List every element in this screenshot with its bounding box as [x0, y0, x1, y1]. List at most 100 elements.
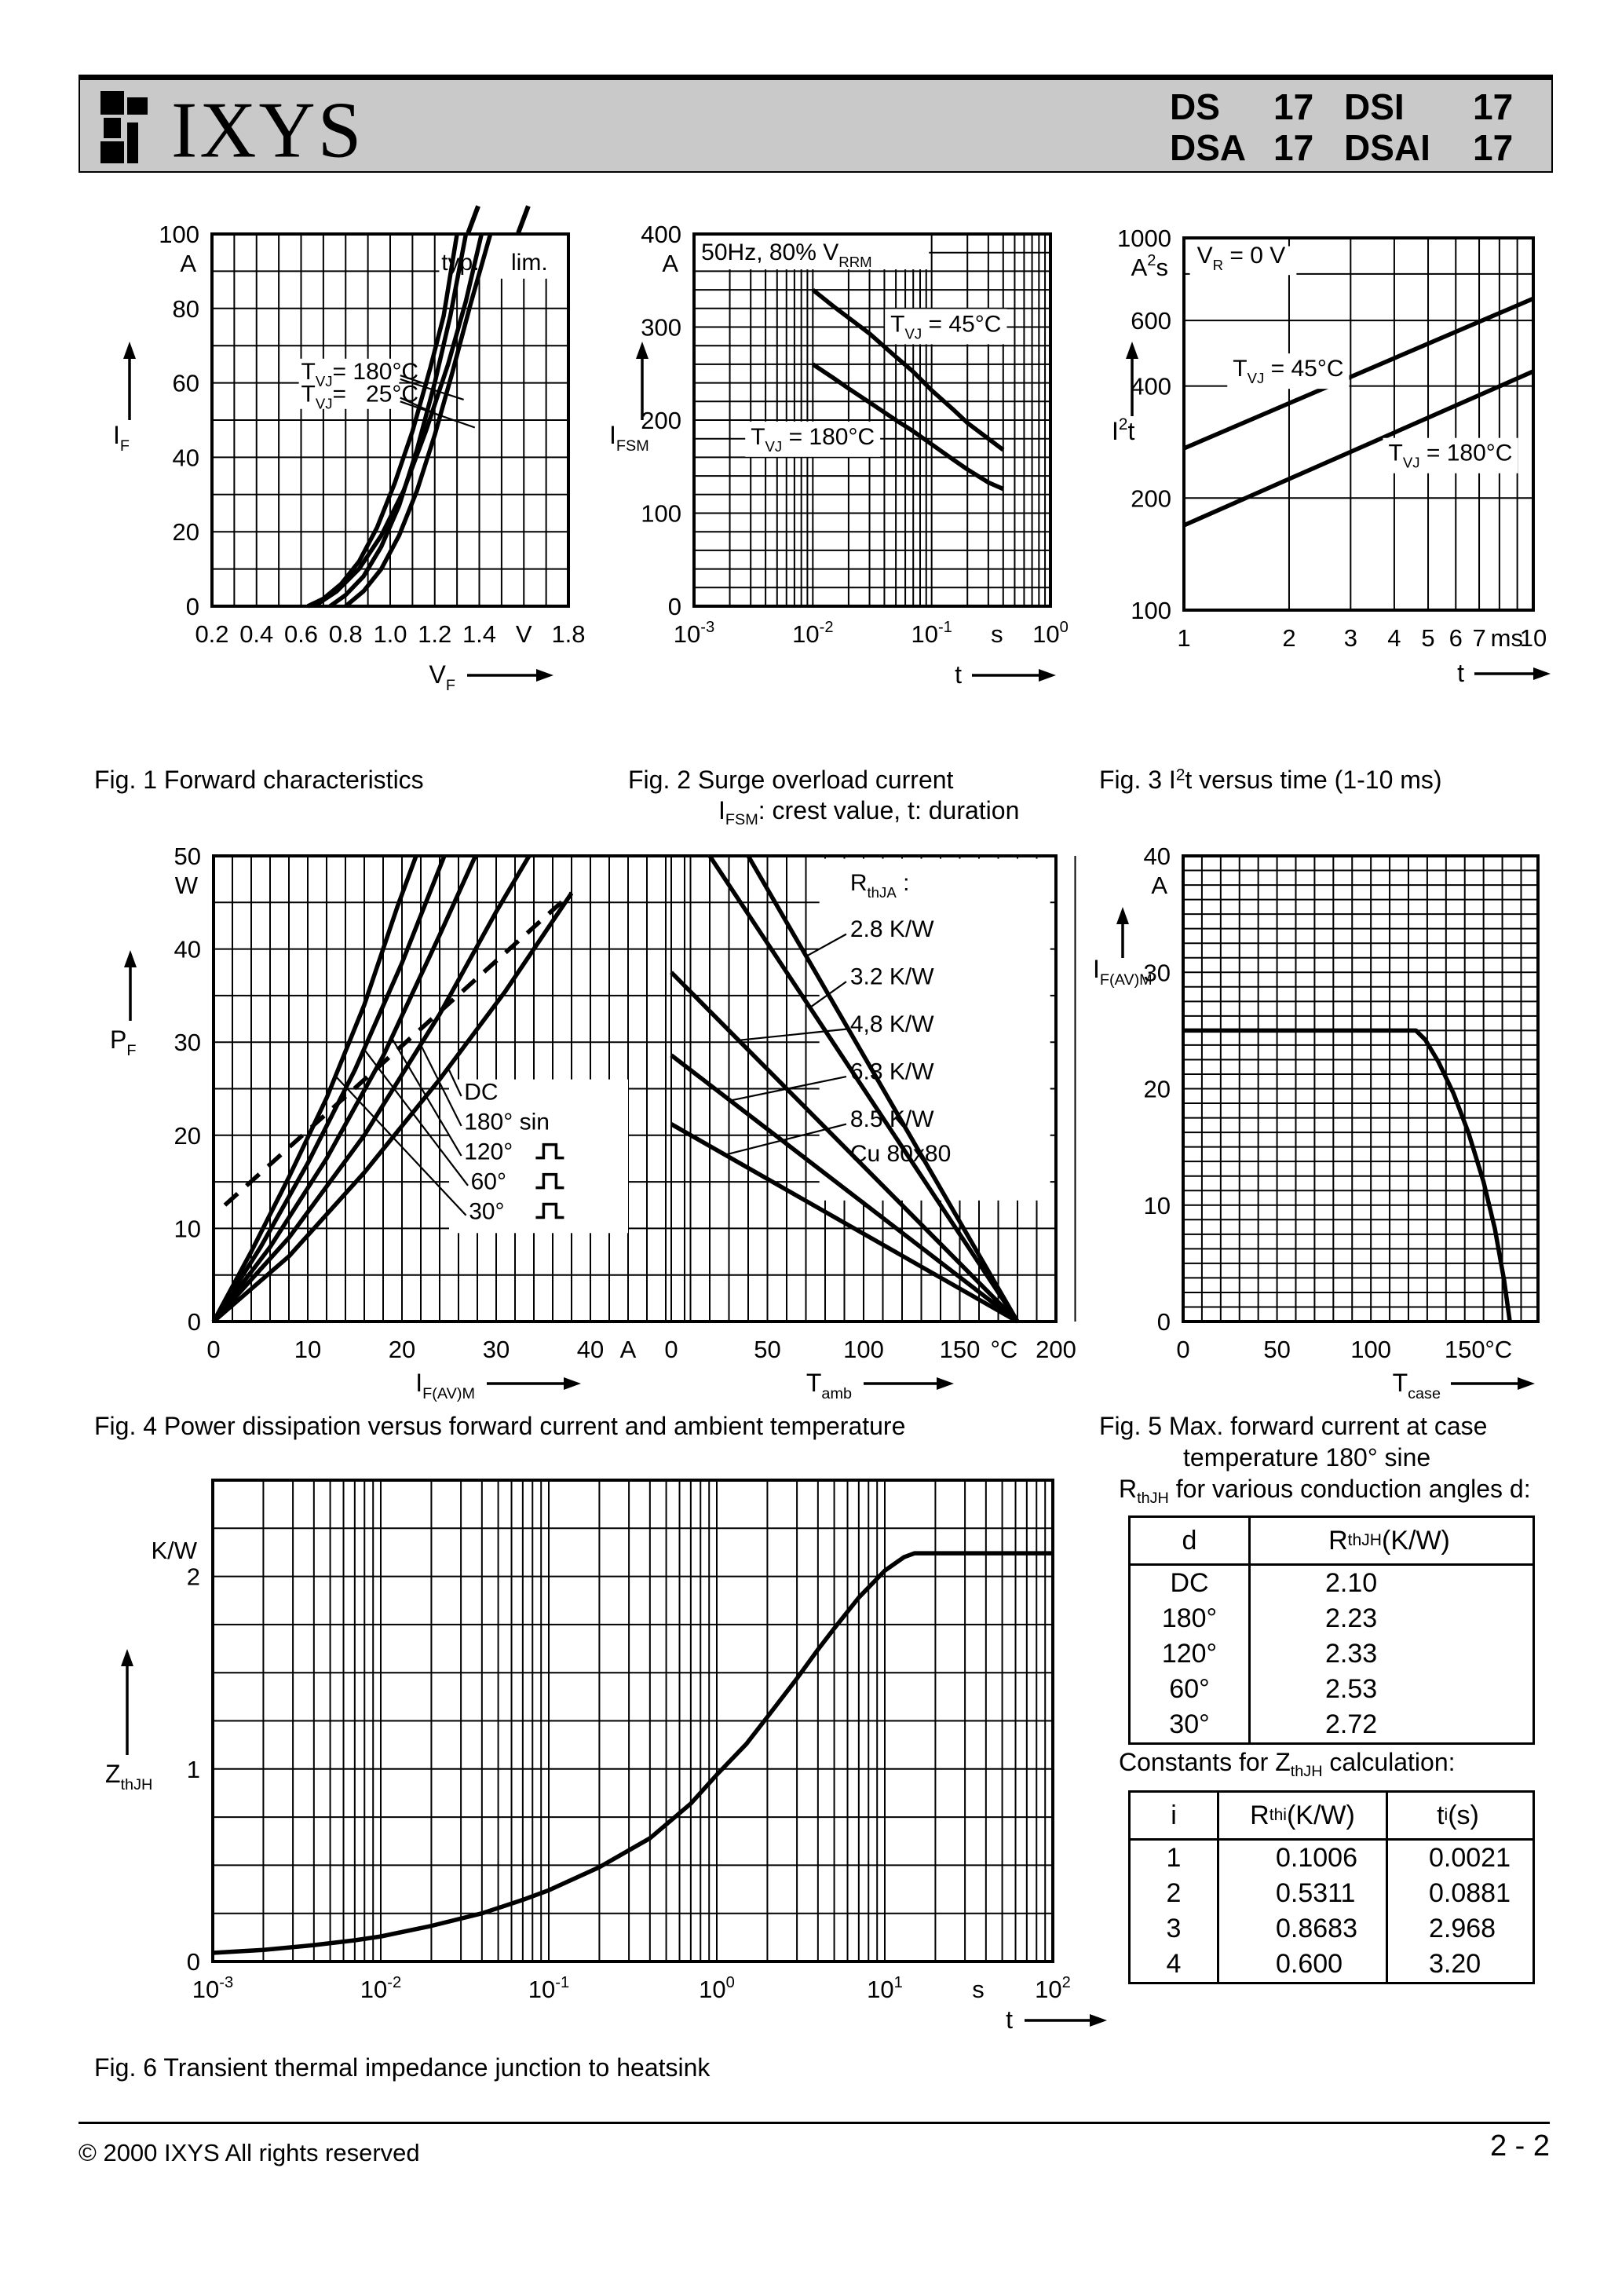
x-axis-arrowhead-icon [564, 1377, 581, 1390]
plot-border [1182, 854, 1540, 1323]
x-axis-label: VF [429, 660, 455, 694]
text-fragment: 0.8683 [1276, 1914, 1357, 1943]
x-axis-label: Tcase [1393, 1369, 1441, 1402]
svg-text:A: A [662, 250, 678, 277]
copyright-text: © 2000 IXYS All rights reserved [79, 2139, 420, 2166]
fig6-transient-impedance-chart: 10-3 10-2 10-1 100 101 s 102 0 1 2K/W ZthJH t [105, 1479, 1107, 2034]
text-fragment: Fig. 4 Power dissipation versus forward … [94, 1412, 906, 1440]
text-fragment: R [1328, 1525, 1348, 1556]
annotation-label: TVJ = 45°C [1233, 356, 1343, 386]
svg-text:10-3: 10-3 [192, 1974, 233, 2003]
svg-text:W: W [175, 872, 199, 899]
text-fragment: thJH [1137, 1489, 1169, 1507]
svg-text:30: 30 [483, 1336, 510, 1363]
leader-line [805, 933, 847, 958]
grid [1182, 855, 1538, 1322]
svg-text:150: 150 [1445, 1336, 1485, 1363]
svg-text:80: 80 [173, 295, 199, 323]
svg-text:20: 20 [389, 1336, 415, 1363]
annotation-label: 8.5 K/W [850, 1106, 934, 1132]
leader-line [809, 981, 847, 1009]
series-tvj-45c [811, 287, 1005, 452]
y-axis-label: PF [110, 1026, 136, 1059]
svg-text:40: 40 [577, 1336, 604, 1363]
text-fragment: R [1119, 1475, 1138, 1503]
svg-text:20: 20 [1144, 1076, 1171, 1103]
text-fragment: 2.10 [1325, 1568, 1378, 1598]
svg-text:s: s [972, 1976, 985, 2003]
leader-line [335, 1076, 467, 1216]
series-typ-180c [306, 233, 459, 609]
table-cell: 3.20 [1386, 1947, 1528, 1982]
table-row: 3 0.8683 2.968 [1131, 1911, 1532, 1947]
part-number: DS [1170, 86, 1220, 127]
legend-background [449, 1079, 628, 1234]
table-cell: 1 [1131, 1841, 1217, 1876]
y-axis-arrowhead-icon [121, 1649, 133, 1666]
series-tvj-180c [811, 362, 1004, 492]
svg-text:0.6: 0.6 [284, 620, 318, 648]
text-fragment: 4 [1166, 1949, 1182, 1979]
table-cell: 2.968 [1386, 1911, 1528, 1947]
leader-line [738, 1028, 847, 1041]
svg-text:s: s [991, 620, 1003, 648]
part-number: DSA [1170, 127, 1247, 168]
annotation-label: TVJ = 45°C [890, 311, 1001, 342]
pulse-waveform-icon [535, 1202, 564, 1219]
table-cell: DC [1131, 1566, 1248, 1601]
svg-text:150: 150 [940, 1336, 981, 1363]
annotation-label-background [1383, 437, 1518, 473]
annotation-label: DC [464, 1080, 498, 1106]
svg-text:20: 20 [174, 1122, 201, 1150]
part-number: 17 [1273, 86, 1314, 127]
plot-border [212, 854, 1058, 1323]
text-fragment: 2 [1166, 1878, 1182, 1908]
text-fragment: R [1250, 1800, 1269, 1830]
annotation-label: 120° [464, 1139, 513, 1165]
leader-line [400, 378, 464, 400]
x-axis-arrowhead-icon [1518, 1377, 1535, 1390]
series-dc [212, 891, 574, 1324]
svg-text:400: 400 [1131, 373, 1171, 400]
annotation-label: TVJ = 180°C [1389, 441, 1513, 471]
svg-text:2: 2 [187, 1563, 200, 1591]
text-fragment: calculation: [1322, 1748, 1456, 1776]
svg-text:600: 600 [1131, 307, 1171, 335]
footer-rule [79, 2122, 1550, 2124]
text-fragment: 120° [1161, 1639, 1218, 1669]
fig2-caption: Fig. 2 Surge overload current [628, 766, 953, 795]
table-cell: 2.53 [1248, 1672, 1528, 1707]
text-fragment: (K/W) [1286, 1800, 1355, 1830]
table-cell: 4 [1131, 1947, 1217, 1982]
svg-text:0: 0 [186, 593, 199, 620]
svg-text:100: 100 [641, 500, 681, 528]
text-fragment: Fig. 1 Forward characteristics [94, 766, 424, 794]
pulse-waveform-icon [535, 1143, 564, 1160]
table-cell: 2.33 [1248, 1636, 1528, 1672]
tick-labels: 0 50 100 150 °C 0 10 20 30 40A [1144, 843, 1513, 1363]
svg-text:1.8: 1.8 [551, 620, 585, 648]
plot-border [210, 232, 570, 608]
text-fragment: 2.53 [1325, 1674, 1378, 1704]
leader-line [466, 205, 480, 234]
svg-text:A2s: A2s [1131, 252, 1168, 281]
text-fragment: 2 [1175, 766, 1185, 784]
table-row: 180° 2.23 [1131, 1601, 1532, 1636]
text-fragment: (s) [1448, 1800, 1479, 1830]
annotation-label: Cu 80x80 [850, 1141, 951, 1167]
svg-text:5: 5 [1421, 624, 1434, 652]
series-sq-30 [211, 855, 418, 1323]
table-row: 120° 2.33 [1131, 1636, 1532, 1672]
zth-table-title: Constants for ZthJH calculation: [1119, 1748, 1456, 1781]
leader-line [725, 1123, 847, 1156]
text-fragment: 3.20 [1429, 1949, 1481, 1979]
series-i2t-45c [1182, 296, 1535, 451]
table-cell: 0.0881 [1386, 1876, 1528, 1911]
text-fragment: : crest value, t: duration [758, 796, 1020, 824]
svg-text:10-1: 10-1 [528, 1974, 569, 2003]
fig5-max-forward-current-chart: 0 50 100 150 °C 0 10 20 30 40A IF(AV)M Tcase [1093, 843, 1540, 1402]
svg-text:400: 400 [641, 221, 681, 248]
